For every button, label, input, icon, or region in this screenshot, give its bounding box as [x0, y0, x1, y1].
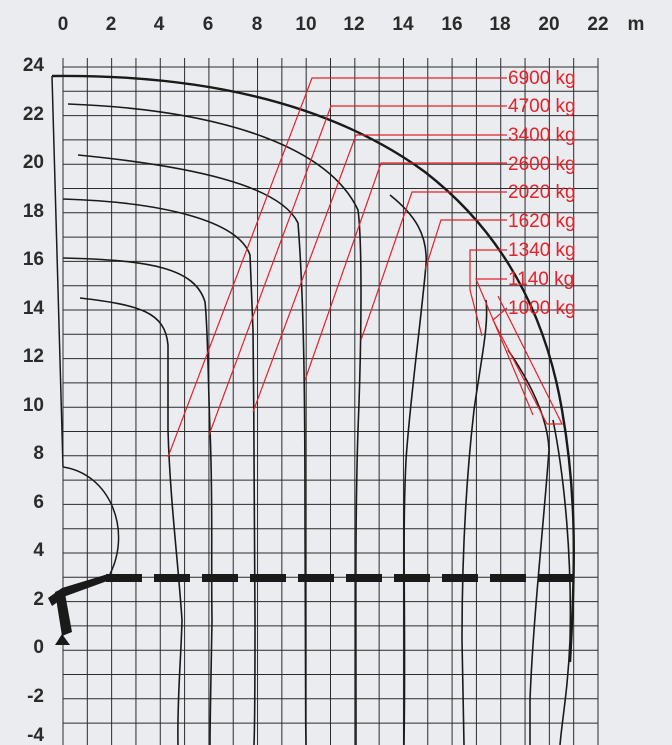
- y-tick-label: 24: [23, 55, 45, 76]
- x-tick-label: 8: [252, 14, 263, 35]
- y-tick-label: 10: [23, 395, 44, 416]
- leader-line-3400kg: [252, 134, 507, 413]
- y-tick-label: 14: [23, 298, 45, 319]
- x-tick-label: 18: [489, 14, 510, 35]
- load-labels: 6900 kg 4700 kg 3400 kg 2600 kg 2020 kg …: [508, 68, 576, 319]
- load-label-1000kg: 1000 kg: [508, 298, 576, 319]
- load-curve-1340kg: [461, 299, 488, 745]
- leader-line-6900kg: [167, 77, 507, 458]
- x-tick-label: 6: [203, 14, 214, 35]
- load-label-3400kg: 3400 kg: [508, 125, 576, 146]
- y-tick-label: 16: [23, 249, 44, 270]
- y-tick-label: 2: [33, 589, 44, 610]
- load-label-1140kg: 1140 kg: [508, 269, 574, 290]
- crane-foot: [55, 634, 70, 645]
- x-tick-label: 16: [441, 14, 462, 35]
- load-curve-1140kg: [507, 349, 550, 745]
- y-tick-label: 18: [23, 201, 44, 222]
- leader-line-2020kg: [360, 191, 507, 341]
- load-curve-1000kg: [552, 419, 572, 745]
- leader-line-1000kg: [492, 295, 563, 425]
- y-tick-label: 20: [23, 152, 44, 173]
- y-tick-label: 0: [33, 637, 44, 658]
- y-tick-label: 22: [23, 104, 44, 125]
- leader-line-1340kg: [469, 249, 507, 337]
- x-tick-label: 0: [58, 14, 69, 35]
- crane-boom-arm: [48, 574, 110, 606]
- x-axis-labels: 0 2 4 6 8 10 12 14 16 18 20 22 m: [58, 14, 645, 35]
- load-curve-6900kg: [79, 297, 183, 745]
- x-tick-label: 2: [106, 14, 117, 35]
- leader-line-1620kg: [424, 219, 507, 271]
- x-tick-label: 22: [587, 14, 608, 35]
- leader-line-1140kg: [475, 278, 534, 416]
- outer-envelope-curve: [51, 74, 575, 663]
- y-tick-label: -2: [27, 686, 44, 707]
- load-label-2020kg: 2020 kg: [508, 182, 576, 203]
- load-label-1620kg: 1620 kg: [508, 211, 576, 232]
- x-tick-label: 20: [538, 14, 559, 35]
- load-label-2600kg: 2600 kg: [508, 154, 576, 175]
- y-tick-label: 6: [33, 492, 44, 513]
- x-tick-label: 12: [343, 14, 364, 35]
- x-tick-label: 10: [295, 14, 316, 35]
- load-curve-1620kg: [389, 194, 427, 745]
- label-leader-lines: [167, 77, 563, 458]
- load-label-4700kg: 4700 kg: [508, 96, 576, 117]
- y-tick-label: 8: [33, 443, 44, 464]
- leader-line-4700kg: [208, 105, 507, 436]
- load-curve-4700kg: [62, 257, 213, 745]
- x-tick-label: 4: [154, 14, 165, 35]
- load-label-6900kg: 6900 kg: [508, 68, 576, 89]
- load-curve-3400kg: [62, 198, 256, 745]
- crane-base: [48, 75, 120, 645]
- y-tick-label: -4: [27, 725, 44, 745]
- slew-radius-arc: [62, 466, 120, 575]
- x-tick-label: 14: [392, 14, 414, 35]
- load-curve-2600kg: [77, 154, 307, 745]
- y-tick-label: 4: [33, 540, 44, 561]
- y-axis-labels: 24 22 20 18 16 14 12 10 8 6 4 2 0 -2 -4: [23, 55, 45, 745]
- y-tick-label: 12: [23, 346, 44, 367]
- x-axis-unit: m: [628, 14, 645, 35]
- load-label-1340kg: 1340 kg: [508, 240, 576, 261]
- mast-line: [51, 75, 64, 468]
- leader-line-2600kg: [304, 162, 507, 381]
